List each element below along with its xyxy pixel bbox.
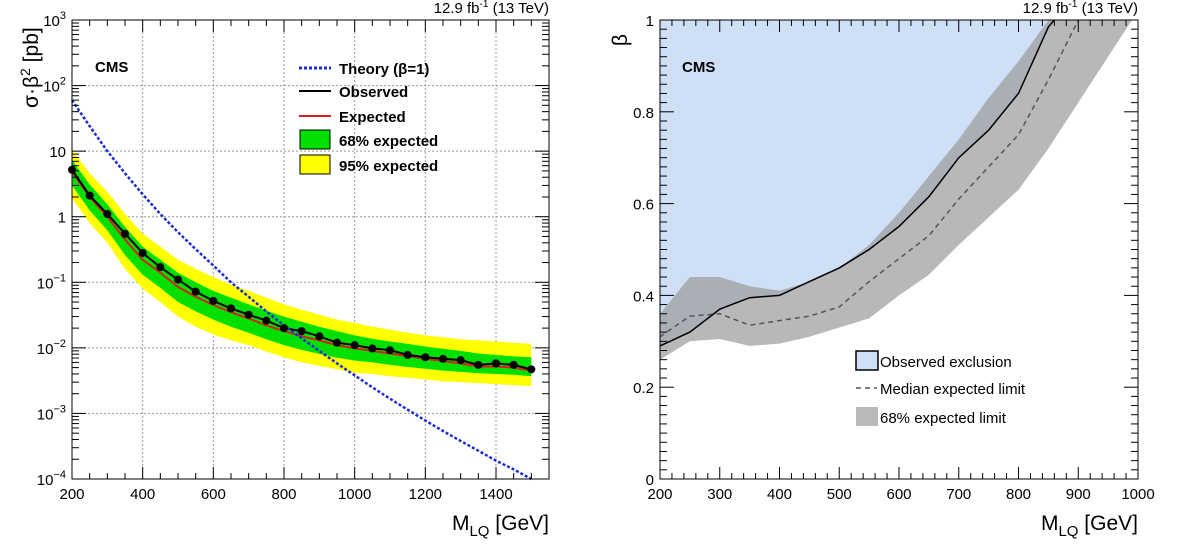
observed-point [85, 191, 94, 200]
y-tick-label: 10−1 [37, 272, 66, 292]
observed-point [333, 338, 341, 347]
left-cms-label: CMS [95, 59, 128, 76]
left-y-axis-title: σ·β2 [pb] [17, 27, 43, 108]
observed-point [280, 324, 288, 333]
observed-point [227, 304, 235, 313]
right-fills [660, 20, 1132, 360]
observed-point [368, 344, 377, 353]
x-tick-label: 1000 [338, 486, 371, 503]
y-tick-label: 0.8 [633, 105, 654, 122]
observed-point [191, 287, 200, 296]
x-tick-label: 900 [1066, 486, 1091, 503]
observed-point [421, 353, 430, 362]
legend-68-label: 68% expected [339, 133, 438, 150]
expected-line [71, 171, 532, 372]
x-tick-label: 700 [946, 486, 971, 503]
y-tick-label: 102 [43, 76, 66, 96]
left-tick-labels: 200 400 600 800 1000 1200 1400 10−4 10−3 10−2 10−1… [37, 10, 513, 503]
y-tick-label: 0.4 [633, 288, 654, 305]
x-tick-label: 800 [271, 486, 296, 503]
observed-point [456, 356, 465, 365]
left-lumi-label: 12.9 fb-1 (13 TeV) [434, 0, 549, 17]
legend-68-limit-label: 68% expected limit [880, 410, 1007, 427]
y-tick-label: 0.6 [633, 197, 654, 214]
y-tick-label: 1 [58, 210, 66, 227]
legend-68-swatch [299, 129, 331, 150]
x-tick-label: 200 [647, 486, 672, 503]
observed-point [138, 248, 147, 257]
left-ticks [71, 19, 550, 480]
x-tick-label: 1000 [1121, 486, 1154, 503]
observed-point [103, 210, 112, 219]
x-tick-label: 400 [130, 486, 155, 503]
y-tick-label: 103 [43, 10, 66, 30]
right-lumi-label: 12.9 fb-1 (13 TeV) [1023, 0, 1138, 17]
left-plot-frame [71, 19, 550, 480]
legend-observed-exclusion-swatch [855, 350, 879, 371]
legend-observed-exclusion-label: Observed exclusion [880, 354, 1012, 371]
legend-observed-label: Observed [339, 84, 408, 101]
right-cms-label: CMS [682, 59, 715, 76]
observed-point [509, 360, 518, 369]
legend-68-limit-swatch [856, 407, 878, 426]
observed-point [439, 354, 447, 363]
left-legend: Theory (β=1) Observed Expected 68% expec… [299, 61, 438, 175]
legend-95-swatch [299, 154, 331, 175]
observed-point [527, 365, 536, 374]
y-tick-label: 1 [646, 13, 654, 30]
y-tick-label: 10 [49, 144, 66, 161]
legend-theory-label: Theory (β=1) [339, 61, 429, 78]
x-tick-label: 400 [767, 486, 792, 503]
right-lines [659, 19, 1079, 347]
y-tick-label: 10−4 [37, 469, 66, 489]
right-legend: Observed exclusion Median expected limit… [855, 350, 1026, 427]
legend-expected-label: Expected [339, 109, 406, 126]
observed-point [474, 360, 483, 369]
y-tick-label: 10−3 [37, 403, 66, 423]
observed-point [209, 296, 218, 305]
x-tick-label: 600 [886, 486, 911, 503]
observed-point [262, 316, 271, 325]
left-points [68, 165, 536, 374]
x-tick-label: 600 [201, 486, 226, 503]
x-tick-label: 200 [59, 486, 84, 503]
legend-median-label: Median expected limit [880, 381, 1026, 398]
observed-point [315, 332, 324, 341]
right-chart: 200 300 400 500 600 700 800 900 1000 0 0.2 0.4 0.6 0.… [609, 0, 1155, 540]
observed-point [156, 263, 165, 272]
band68-fill [660, 20, 1132, 360]
observed-exclusion-fill [660, 20, 1055, 346]
right-x-axis-title: MLQ [GeV] [1041, 512, 1138, 540]
observed-point [174, 275, 182, 284]
x-tick-label: 300 [707, 486, 732, 503]
theory-line [70, 99, 532, 481]
y-tick-label: 0.2 [633, 380, 654, 397]
x-tick-label: 800 [1006, 486, 1031, 503]
y-tick-label: 0 [646, 472, 654, 489]
legend-95-label: 95% expected [339, 158, 438, 175]
median-expected-line [659, 19, 1079, 338]
right-y-axis-title: β [609, 34, 632, 46]
observed-point [121, 229, 129, 238]
right-ticks [659, 19, 1139, 480]
observed-point [403, 350, 412, 359]
observed-point [492, 359, 500, 368]
x-tick-label: 1400 [479, 486, 512, 503]
x-tick-label: 500 [827, 486, 852, 503]
left-x-axis-title: MLQ [GeV] [452, 512, 549, 540]
observed-point [350, 341, 359, 350]
observed-point [297, 327, 306, 336]
right-tick-labels: 200 300 400 500 600 700 800 900 1000 0 0.2 0.4 0.6 0.… [633, 13, 1155, 503]
observed-limit-line [659, 19, 1055, 347]
x-tick-label: 1200 [409, 486, 442, 503]
y-tick-label: 10−2 [37, 338, 66, 358]
observed-point [386, 346, 394, 355]
observed-point [244, 310, 253, 319]
